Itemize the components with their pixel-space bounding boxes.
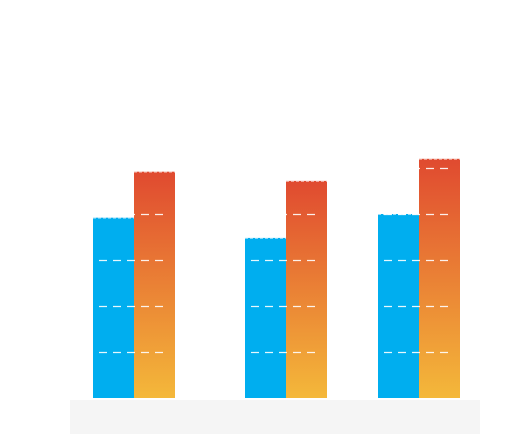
bars-layer — [93, 158, 460, 398]
bar-series-1-category-1 — [93, 217, 134, 398]
bar-series-2-category-3 — [419, 158, 460, 398]
bar-series-2-category-2 — [286, 180, 327, 398]
grid-layer — [99, 121, 454, 354]
chart-floor — [70, 400, 480, 434]
bar-series-2-category-1 — [134, 171, 175, 398]
bar-series-1-category-2 — [245, 237, 286, 398]
